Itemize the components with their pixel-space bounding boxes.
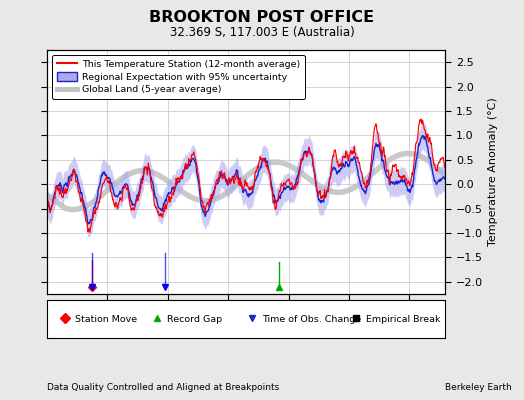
Text: Time of Obs. Change: Time of Obs. Change xyxy=(262,314,362,324)
Y-axis label: Temperature Anomaly (°C): Temperature Anomaly (°C) xyxy=(488,98,498,246)
Text: Data Quality Controlled and Aligned at Breakpoints: Data Quality Controlled and Aligned at B… xyxy=(47,383,279,392)
Text: Record Gap: Record Gap xyxy=(167,314,222,324)
Text: Berkeley Earth: Berkeley Earth xyxy=(445,383,512,392)
Legend: This Temperature Station (12-month average), Regional Expectation with 95% uncer: This Temperature Station (12-month avera… xyxy=(52,55,305,99)
Text: BROOKTON POST OFFICE: BROOKTON POST OFFICE xyxy=(149,10,375,25)
Text: 32.369 S, 117.003 E (Australia): 32.369 S, 117.003 E (Australia) xyxy=(170,26,354,39)
Text: Station Move: Station Move xyxy=(75,314,137,324)
Text: Empirical Break: Empirical Break xyxy=(366,314,440,324)
